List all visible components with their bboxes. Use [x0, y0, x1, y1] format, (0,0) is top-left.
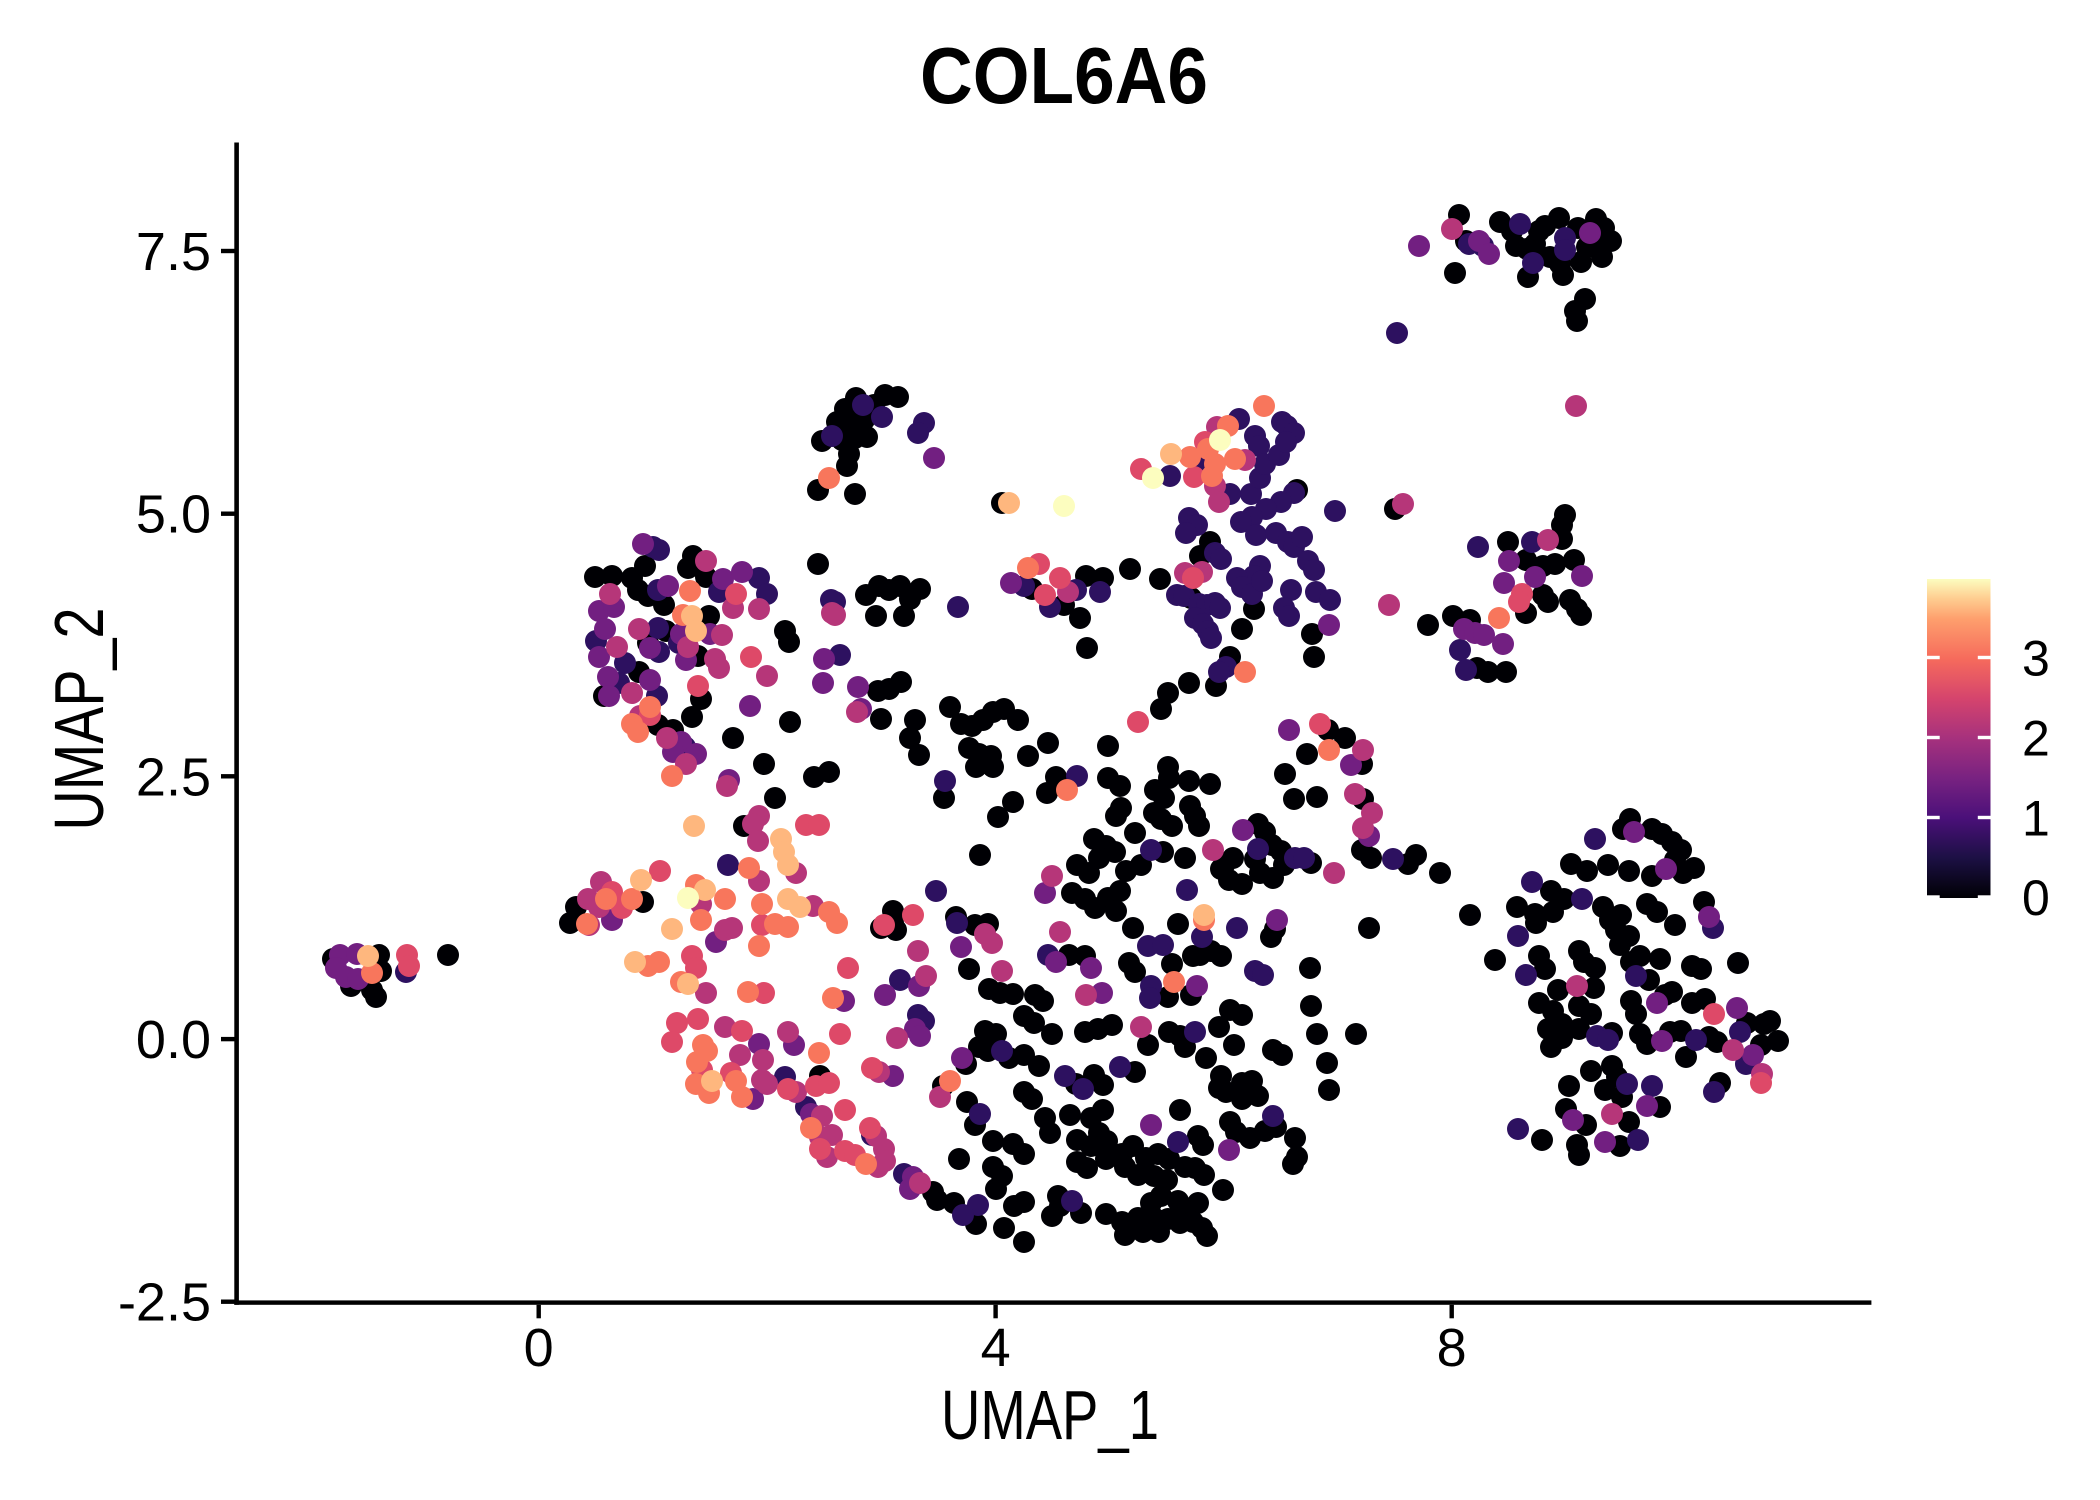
svg-text:3: 3: [2022, 631, 2050, 687]
svg-text:UMAP_1: UMAP_1: [941, 1376, 1159, 1454]
svg-text:0: 0: [524, 1318, 554, 1378]
svg-text:COL6A6: COL6A6: [920, 31, 1208, 120]
svg-text:7.5: 7.5: [136, 222, 211, 282]
svg-text:4: 4: [981, 1318, 1011, 1378]
svg-text:5.0: 5.0: [136, 485, 211, 545]
svg-text:1: 1: [2022, 791, 2050, 847]
svg-text:-2.5: -2.5: [118, 1273, 211, 1333]
svg-text:0.0: 0.0: [136, 1010, 211, 1070]
svg-text:0: 0: [2022, 870, 2050, 926]
svg-text:8: 8: [1437, 1318, 1467, 1378]
svg-text:UMAP_2: UMAP_2: [40, 608, 118, 831]
svg-text:2: 2: [2022, 711, 2050, 767]
svg-text:2.5: 2.5: [136, 747, 211, 807]
